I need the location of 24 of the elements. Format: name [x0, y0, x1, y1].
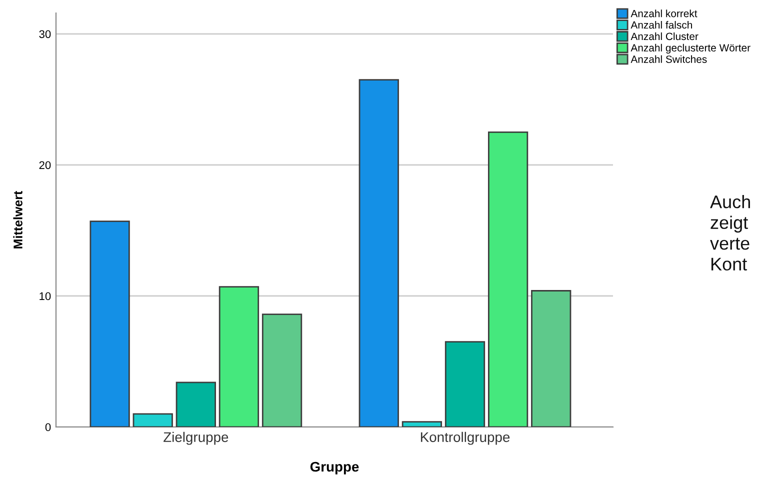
legend-label: Anzahl geclusterte Wörter [630, 44, 750, 54]
bar [176, 382, 216, 427]
bar [358, 79, 399, 427]
text: Auch zeigt verte Kont [710, 195, 750, 271]
legend-label: Anzahl falsch [630, 21, 692, 29]
bar [402, 421, 442, 427]
bar [262, 314, 302, 427]
y-tick-label: 20 [39, 161, 51, 170]
x-tick-label: Zielgruppe [164, 432, 228, 445]
legend-label: Anzahl korrekt [630, 10, 698, 18]
y-tick-label: 10 [40, 292, 51, 300]
bar [488, 132, 528, 427]
y-axis-title: Mittelwert [13, 190, 22, 248]
y-tick-label: 30 [39, 30, 51, 38]
legend-label: Anzahl Cluster [630, 32, 698, 40]
x-tick-label: Kontrollgruppe [420, 432, 510, 445]
bar [444, 341, 486, 427]
bar [218, 286, 260, 427]
legend-label: Anzahl Switches [630, 55, 707, 63]
bar [531, 290, 572, 427]
y-tick-label: 0 [45, 423, 51, 432]
bar [132, 413, 173, 427]
x-axis-title: Gruppe [310, 462, 359, 474]
bar [90, 220, 130, 427]
